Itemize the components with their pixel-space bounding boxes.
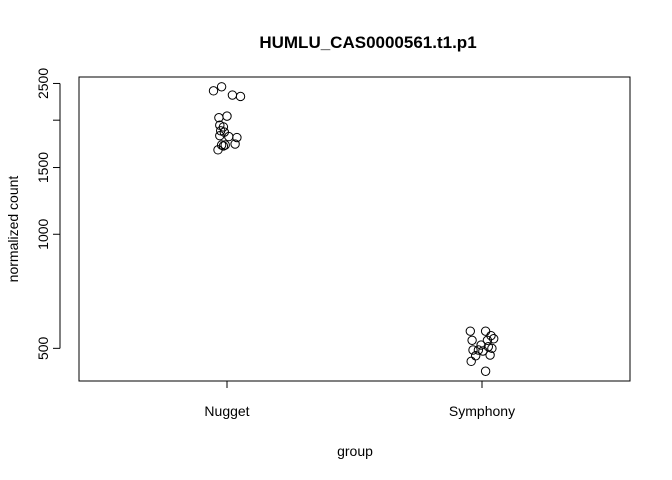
y-tick-label: 2500 xyxy=(35,68,51,99)
data-point xyxy=(473,345,484,355)
data-point xyxy=(208,86,219,96)
x-axis-label: group xyxy=(337,443,373,459)
y-axis: 500 1000 1500 2500 xyxy=(35,68,61,360)
data-point xyxy=(465,326,475,336)
data-point xyxy=(220,140,230,150)
y-tick-label: 1500 xyxy=(35,152,51,183)
data-point xyxy=(216,82,227,92)
data-point xyxy=(468,345,478,355)
data-point xyxy=(466,356,476,367)
data-point xyxy=(215,131,225,141)
data-point xyxy=(222,111,232,121)
plot-area-frame xyxy=(78,76,631,382)
data-point xyxy=(485,350,495,360)
chart-title: HUMLU_CAS0000561.t1.p1 xyxy=(259,33,476,52)
y-axis-label: normalized count xyxy=(5,176,21,283)
data-point xyxy=(480,326,491,336)
data-point xyxy=(235,91,246,102)
y-tick-label: 500 xyxy=(35,336,51,360)
data-point xyxy=(471,351,481,361)
x-axis: Nugget Symphony xyxy=(204,380,515,419)
data-point xyxy=(232,132,242,143)
data-point xyxy=(476,340,486,350)
data-point xyxy=(227,90,238,100)
data-point xyxy=(487,343,497,354)
data-point xyxy=(216,140,227,150)
y-tick-label: 1000 xyxy=(35,218,51,249)
data-point xyxy=(224,131,234,142)
data-point xyxy=(230,139,240,149)
data-points xyxy=(208,82,499,376)
data-point xyxy=(489,334,499,344)
data-point xyxy=(480,366,491,376)
x-tick-label: Nugget xyxy=(204,403,249,419)
data-point xyxy=(467,335,477,346)
data-point xyxy=(482,335,493,346)
data-point xyxy=(213,145,223,155)
data-point xyxy=(478,346,488,356)
x-tick-label: Symphony xyxy=(449,403,515,419)
